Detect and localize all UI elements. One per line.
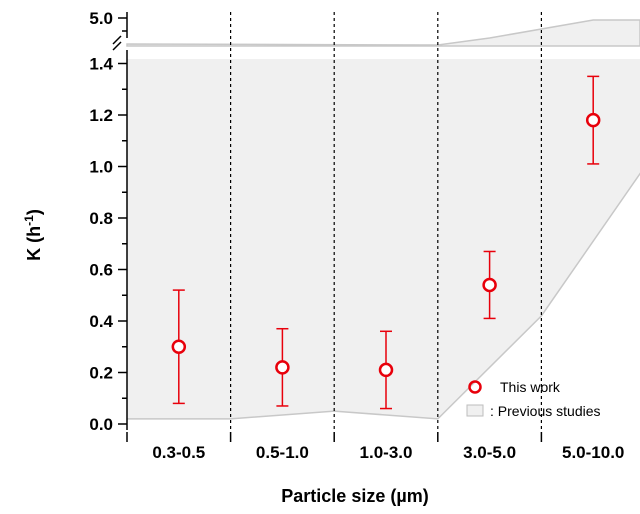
data-point (482, 277, 497, 293)
data-point (171, 339, 187, 354)
y-tick-label: 1.2 (89, 106, 113, 125)
y-tick-label-upper: 5.0 (89, 9, 113, 28)
y-axis-title-close: ) (24, 209, 44, 215)
x-tick-label: 3.0-5.0 (463, 443, 516, 462)
legend-this-work-marker (468, 380, 482, 394)
x-tick-label: 0.3-0.5 (152, 443, 205, 462)
legend-previous-studies-swatch (466, 404, 484, 417)
y-axis-title-main: K (h (24, 226, 44, 261)
previous-studies-region (127, 59, 640, 419)
x-tick-labels: 0.3-0.5 0.5-1.0 1.0-3.0 3.0-5.0 5.0-10.0 (152, 443, 624, 462)
upper-panel (126, 19, 640, 47)
y-tick-labels: 0.0 0.2 0.4 0.6 0.8 1.0 1.2 1.4 5.0 (89, 9, 113, 434)
previous-studies-upper-band (126, 19, 640, 47)
data-points (171, 112, 601, 378)
y-tick-label: 0.0 (89, 415, 113, 434)
data-point (275, 360, 290, 375)
data-point (585, 112, 601, 128)
axis-break-mark (112, 35, 122, 51)
legend-previous-studies-label: : Previous studies (490, 403, 601, 419)
y-axis-title-sup: -1 (22, 215, 36, 226)
lower-panel (127, 59, 640, 420)
previous-studies-boundary (127, 165, 640, 420)
axes (118, 12, 543, 442)
x-tick-label: 1.0-3.0 (360, 443, 413, 462)
legend-this-work-label: This work (500, 379, 561, 395)
y-tick-label: 0.4 (89, 312, 113, 331)
data-point (378, 362, 394, 378)
y-tick-label: 0.6 (89, 261, 113, 280)
y-tick-label: 1.0 (89, 158, 113, 177)
legend: This work : Previous studies (466, 379, 601, 419)
y-tick-label: 0.2 (89, 364, 113, 383)
x-axis-title: Particle size (µm) (281, 486, 428, 506)
category-dividers (230, 12, 543, 432)
x-tick-label: 5.0-10.0 (562, 443, 624, 462)
y-tick-label: 0.8 (89, 209, 113, 228)
y-axis-title: K (h-1) (22, 209, 44, 261)
x-tick-label: 0.5-1.0 (256, 443, 309, 462)
svg-text:K (h-1): K (h-1) (22, 209, 44, 261)
y-tick-label: 1.4 (89, 55, 113, 74)
